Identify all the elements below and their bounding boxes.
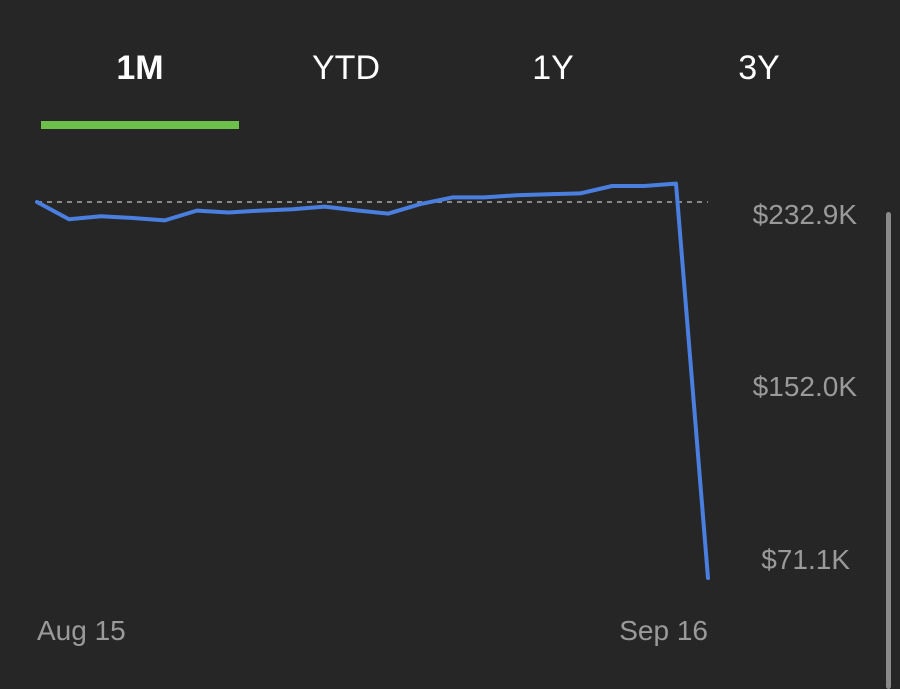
tab-3y[interactable]: 3Y [738,49,780,87]
series-line [35,181,710,580]
x-end-label: Sep 16 [619,615,708,646]
tab-1m[interactable]: 1M [116,49,164,87]
y-tick-label-low: $71.1K [761,544,850,575]
y-tick-label-high: $232.9K [753,199,858,230]
tab-1y[interactable]: 1Y [532,49,574,87]
data-points [36,183,709,579]
y-tick-label-mid: $152.0K [753,371,858,402]
tab-ytd[interactable]: YTD [312,49,380,87]
active-tab-indicator [41,121,239,129]
scrollbar[interactable] [886,212,891,689]
x-start-label: Aug 15 [37,615,126,646]
time-range-tabs: 1M YTD 1Y 3Y [0,40,900,100]
